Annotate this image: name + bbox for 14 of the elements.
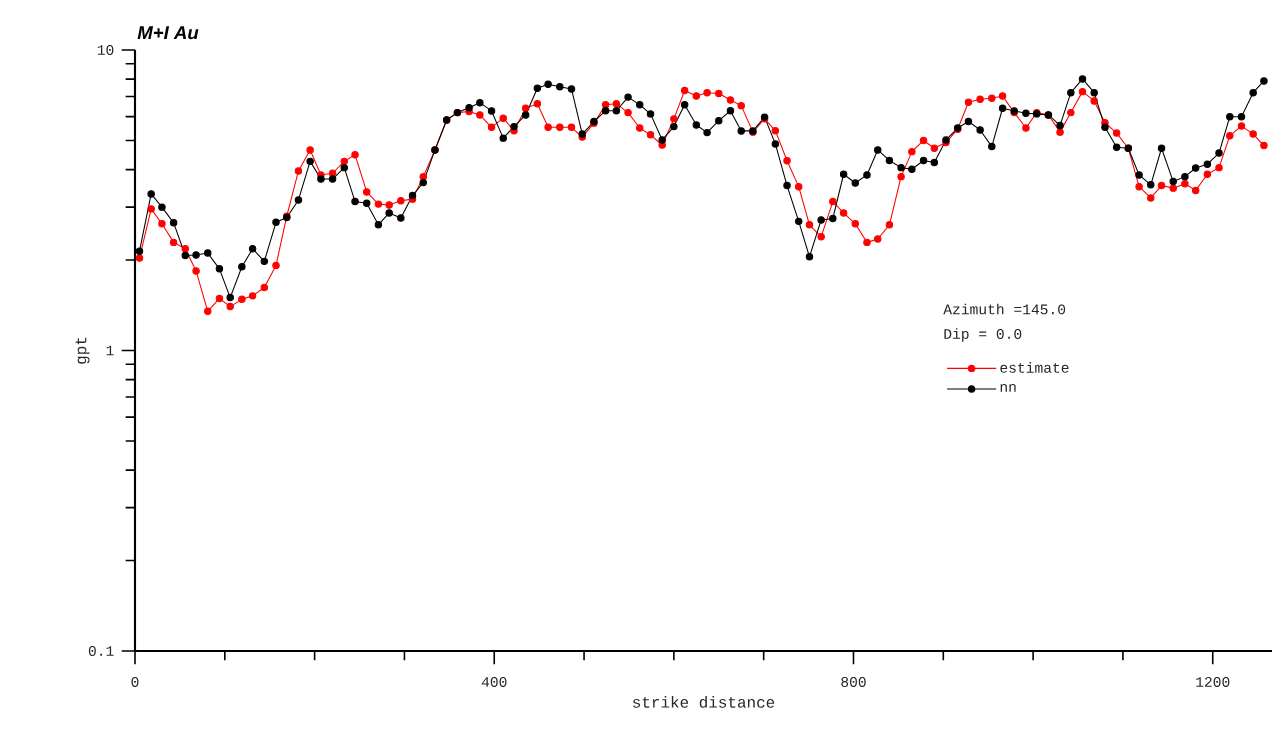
x-tick-label: 800 xyxy=(841,677,866,687)
y-tick-label: 1 xyxy=(106,345,114,356)
annotation: Dip = 0.0 xyxy=(944,328,1022,342)
x-axis-title: strike distance xyxy=(633,696,775,708)
chart-title: M+I Au xyxy=(137,26,199,40)
x-tick-label: 400 xyxy=(481,677,507,687)
annotation: Azimuth =145.0 xyxy=(943,303,1066,315)
y-tick-label: 10 xyxy=(97,45,114,55)
x-tick-label: 1200 xyxy=(1196,677,1230,687)
legend-label: nn xyxy=(1000,383,1016,392)
x-tick-label: 0 xyxy=(131,677,139,687)
legend-label: estimate xyxy=(1000,362,1069,373)
y-tick-label: 0.1 xyxy=(88,646,114,656)
y-axis-title: gpt xyxy=(75,337,90,364)
